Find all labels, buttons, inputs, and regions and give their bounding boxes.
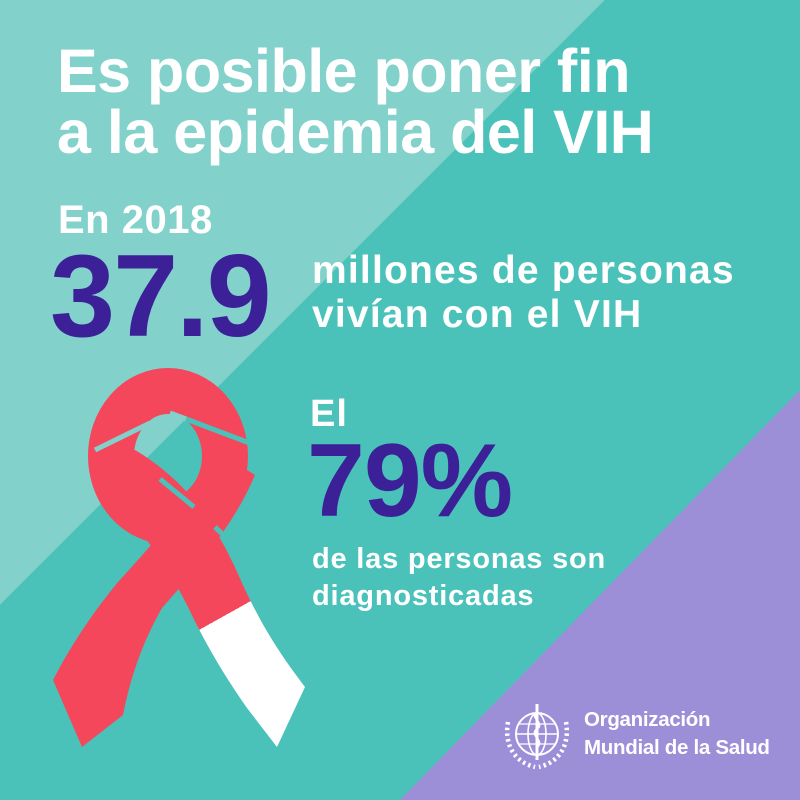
page-title: Es posible poner fin a la epidemia del V… [57, 37, 654, 166]
stat-value-millions: 37.9 [50, 230, 272, 361]
who-logo: Organización Mundial de la Salud [502, 700, 792, 780]
stat-label-millions-line-1: millones de personas [312, 249, 735, 292]
page-title-line-1: Es posible poner fin [57, 37, 630, 105]
year-label: En 2018 [58, 198, 213, 242]
who-wordmark-line-1: Organización [584, 708, 711, 731]
stat-label-diagnosed: de las personas son diagnosticadas [312, 541, 606, 615]
stat-label-millions-line-2: vivían con el VIH [312, 293, 643, 336]
stat-diagnosed-prefix: El [310, 393, 348, 435]
who-wordmark: Organización Mundial de la Salud [584, 706, 770, 762]
stat-value-percent: 79% [307, 423, 513, 539]
aids-awareness-ribbon-icon [53, 368, 305, 747]
who-emblem-icon [504, 704, 570, 770]
stat-label-diagnosed-line-2: diagnosticadas [312, 580, 535, 612]
stat-label-millions: millones de personas vivían con el VIH [312, 249, 735, 337]
who-wordmark-line-2: Mundial de la Salud [584, 736, 770, 759]
stat-label-diagnosed-line-1: de las personas son [312, 543, 607, 575]
page-title-line-2: a la epidemia del VIH [57, 98, 654, 166]
